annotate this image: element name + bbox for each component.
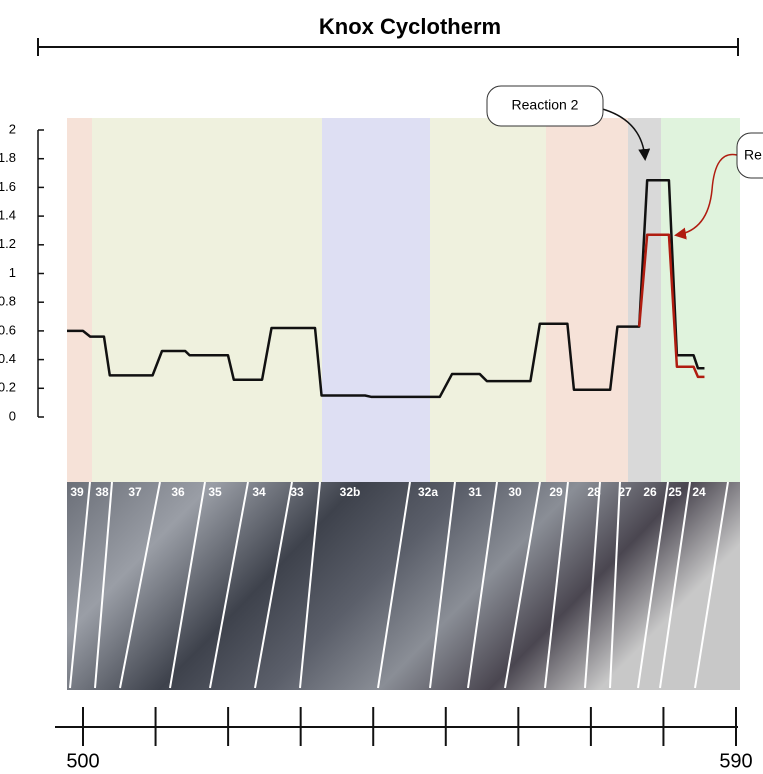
y-tick-label: 1.6: [0, 179, 16, 194]
y-tick-label: 1.4: [0, 208, 16, 223]
sample-boundary: [504, 481, 541, 689]
title-bracket: [37, 38, 739, 56]
sample-boundary: [429, 481, 456, 689]
sample-boundary: [299, 481, 321, 689]
sample-boundary: [659, 481, 691, 689]
y-tick-label: 0.2: [0, 380, 16, 395]
y-tick-label: 1: [9, 265, 16, 280]
y-tick-label: 0: [9, 408, 16, 423]
core-photo: [67, 482, 740, 690]
sample-label: 36: [171, 485, 185, 499]
sample-label: 39: [70, 485, 84, 499]
zone-band: [430, 118, 546, 482]
sample-boundary: [209, 481, 249, 689]
sample-label: 29: [549, 485, 563, 499]
sample-label: 28: [587, 485, 601, 499]
sample-boundary: [544, 481, 569, 689]
sample-boundary: [254, 481, 293, 689]
sample-label: 33: [290, 485, 304, 499]
x-tick-label: 590: [719, 750, 752, 772]
sample-boundary: [119, 481, 161, 689]
zone-band: [322, 118, 430, 482]
sample-label: 34: [252, 485, 266, 499]
sample-boundary: [377, 481, 411, 689]
sample-label: 38: [95, 485, 109, 499]
sample-label: 37: [128, 485, 142, 499]
callout-box: [736, 132, 763, 179]
data-line: [637, 233, 705, 379]
y-tick-label: 1.2: [0, 236, 16, 251]
y-tick-label: 0.6: [0, 322, 16, 337]
sample-label: 25: [668, 485, 682, 499]
sample-label: 32a: [418, 485, 438, 499]
zone-band: [628, 118, 661, 482]
sample-boundary: [94, 481, 113, 689]
data-line: [67, 178, 705, 399]
zone-band: [92, 118, 322, 482]
sample-boundary: [467, 481, 498, 689]
y-tick-label: 2: [9, 121, 16, 136]
sample-label: 26: [643, 485, 657, 499]
chart-title: Knox Cyclotherm: [319, 14, 501, 39]
y-tick-label: 0.4: [0, 351, 16, 366]
sample-label: 35: [208, 485, 222, 499]
sample-boundary: [694, 481, 729, 689]
sample-label: 27: [618, 485, 632, 499]
sample-boundary: [169, 481, 206, 689]
sample-boundary: [69, 481, 91, 689]
callout-box: [486, 85, 604, 127]
sample-label: 31: [468, 485, 482, 499]
callout-label: Reaction 2: [512, 97, 579, 113]
sample-boundary: [609, 481, 621, 689]
y-tick-label: 0.8: [0, 294, 16, 309]
y-tick-label: 1.8: [0, 150, 16, 165]
zone-band: [67, 118, 92, 482]
callout-arrow: [674, 153, 738, 240]
sample-label: 30: [508, 485, 522, 499]
sample-label: 24: [692, 485, 706, 499]
sample-boundary: [584, 481, 601, 689]
sample-boundary: [637, 481, 669, 689]
zone-band: [546, 118, 628, 482]
x-tick-label: 500: [66, 750, 99, 772]
sample-label: 32b: [340, 485, 361, 499]
callout-label: Re: [744, 147, 762, 163]
